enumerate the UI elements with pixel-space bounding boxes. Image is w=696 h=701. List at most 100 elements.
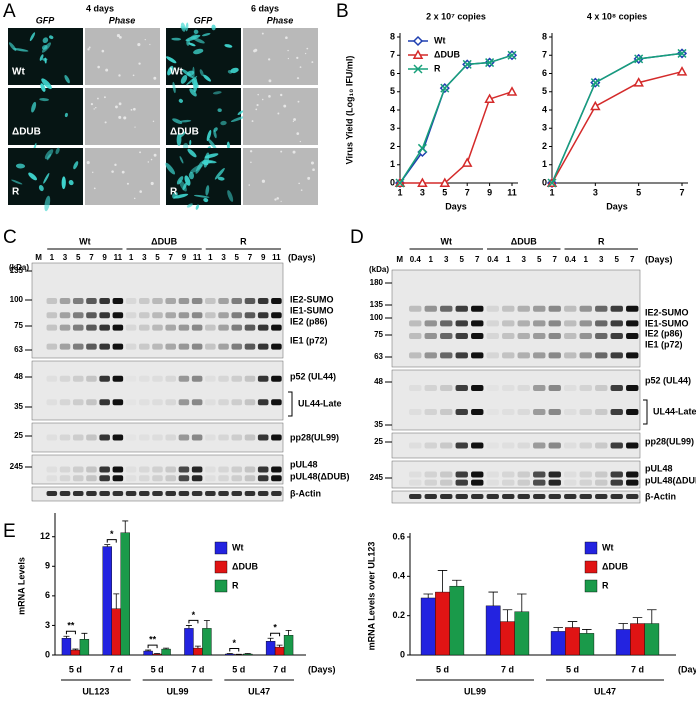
cell	[44, 195, 51, 212]
blot-band	[244, 324, 256, 331]
significance-bracket	[65, 630, 76, 635]
bar	[420, 597, 436, 656]
blot-band	[86, 343, 97, 350]
column-label: Phase	[109, 15, 136, 25]
blot-band	[409, 471, 422, 478]
speck	[153, 153, 157, 157]
late-bracket	[643, 399, 648, 425]
blot-band	[205, 475, 216, 482]
lane-label: 9	[102, 253, 107, 262]
blot-band	[409, 320, 422, 327]
error-bar	[423, 593, 433, 598]
legend-swatch	[214, 541, 228, 555]
blot-band	[46, 375, 58, 382]
bar	[485, 605, 501, 656]
blot-band	[231, 475, 243, 482]
kda-marker: 25	[374, 437, 383, 446]
blot-band	[409, 494, 422, 499]
panel-label: E	[3, 521, 16, 542]
blot-band	[205, 298, 216, 304]
blot-band	[86, 399, 97, 406]
blot-band	[271, 399, 282, 406]
phase-image	[85, 148, 160, 205]
column-label: Phase	[267, 15, 294, 25]
blot-band	[517, 352, 530, 359]
protein-label: IE1-SUMO	[645, 318, 689, 328]
blot-band	[471, 385, 484, 391]
y-tick-label: 3	[542, 123, 547, 133]
blot-band	[455, 332, 468, 339]
cell	[49, 35, 54, 40]
cell	[193, 77, 198, 93]
blot-band	[191, 434, 203, 441]
error-bar	[488, 591, 498, 606]
x-tick-label: 7	[679, 187, 684, 197]
speck	[296, 77, 300, 80]
blot-band	[178, 491, 190, 496]
bar	[152, 653, 162, 656]
cell	[41, 78, 52, 90]
blot-band	[533, 409, 546, 415]
kda-marker: 75	[374, 330, 383, 339]
speck	[121, 170, 125, 174]
cell	[167, 65, 174, 76]
blot-band	[257, 475, 269, 482]
blot-band	[231, 434, 243, 441]
lane-label: 9	[182, 253, 187, 262]
cell	[206, 129, 212, 142]
series-line	[551, 52, 683, 184]
speck	[254, 48, 258, 52]
speck	[261, 98, 264, 101]
blot-band	[579, 320, 592, 327]
blot-strip	[391, 369, 641, 431]
marker	[440, 83, 450, 93]
blot-band	[59, 298, 71, 304]
blot-band	[257, 298, 269, 304]
blot-band	[165, 312, 176, 319]
blot-band	[72, 434, 84, 441]
x-tick-label: 7 d	[631, 664, 644, 674]
significance-label: **	[67, 621, 75, 631]
blot-band	[165, 466, 176, 473]
blot-band	[548, 409, 561, 415]
x-tick-label: 5 d	[151, 664, 164, 674]
speck	[90, 102, 94, 106]
blot-band	[178, 312, 190, 319]
speck	[276, 197, 279, 200]
series-line	[551, 70, 683, 184]
blot-band	[271, 491, 282, 496]
cell	[203, 74, 212, 82]
blot-strip	[391, 432, 641, 459]
blot-band	[564, 471, 577, 478]
y-axis-label: mRNA Levels	[16, 557, 26, 615]
blot-band	[517, 409, 530, 415]
speck	[149, 43, 151, 46]
cell	[68, 179, 74, 186]
y-tick-label: 4	[542, 104, 547, 114]
cell	[41, 42, 52, 53]
marker	[461, 157, 473, 167]
blot-band	[548, 320, 561, 327]
speck	[115, 105, 118, 109]
blot-band	[409, 332, 422, 339]
marker	[417, 177, 428, 187]
blot-band	[271, 375, 282, 382]
y-tick-label: 0	[45, 649, 50, 659]
lane-label: 5	[460, 255, 465, 264]
cell	[55, 147, 60, 155]
protein-label: β-Actin	[645, 491, 676, 501]
blot-band	[126, 467, 137, 473]
speck	[147, 161, 150, 163]
lane-label: 7	[89, 253, 94, 262]
blot-band	[455, 409, 468, 415]
blot-band	[533, 471, 546, 478]
blot-band	[165, 324, 176, 331]
blot-band	[440, 442, 453, 449]
cell	[211, 24, 216, 31]
error-bar	[104, 544, 111, 547]
protein-label: UL44-Late	[298, 398, 342, 408]
blot-band	[271, 312, 282, 319]
speck	[87, 48, 90, 51]
lane-label: 0.4	[565, 255, 577, 264]
blot-band	[59, 343, 71, 350]
